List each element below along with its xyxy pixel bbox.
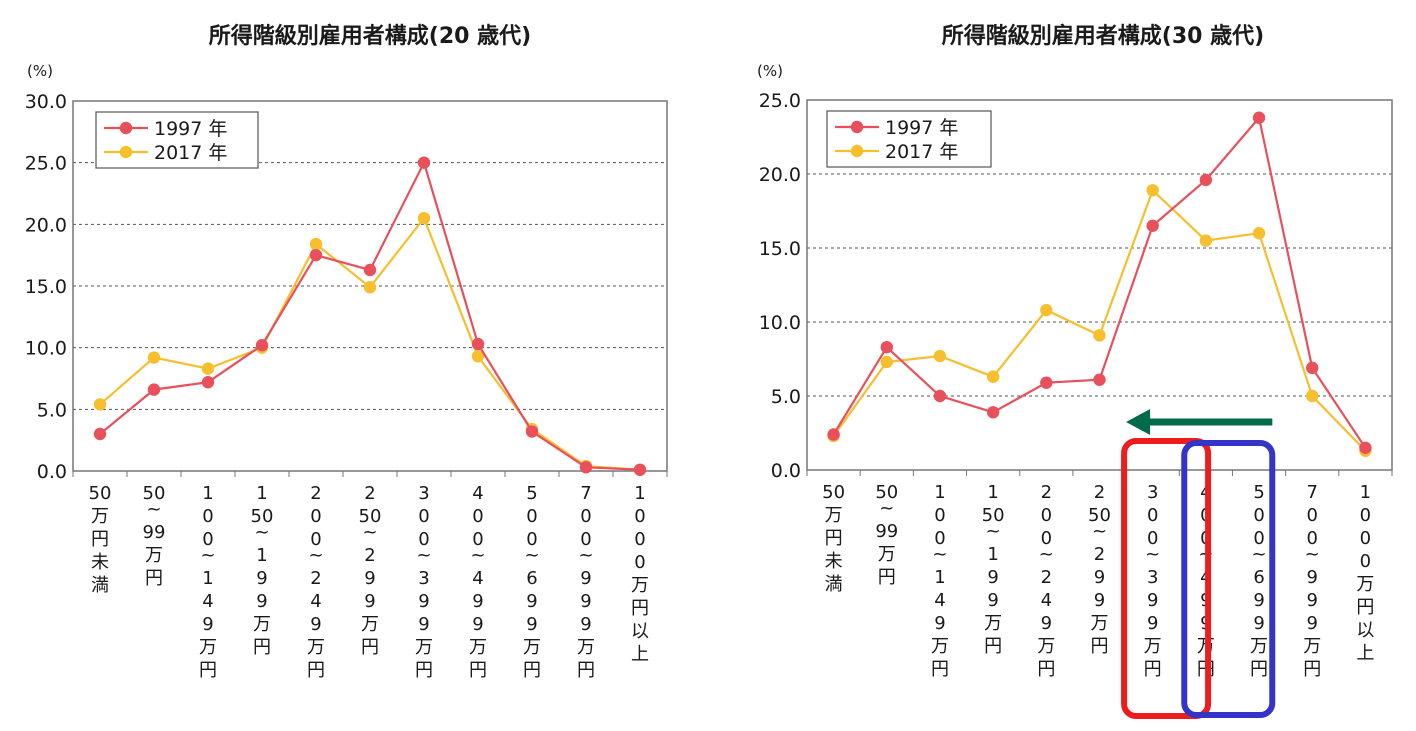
data-point: [933, 349, 947, 363]
chart-panel-1: 所得階級別雇用者構成(20 歳代) (%) 0.0 5.0 10.0 15.0 20.0 25…: [25, 23, 668, 681]
y-tick-label: 20.0: [759, 164, 801, 186]
data-point: [986, 406, 1000, 419]
data-point: [1306, 361, 1319, 375]
x-tick-label: 1 0 0 0 万円以上: [1356, 482, 1374, 664]
data-point: [309, 237, 323, 251]
data-point: [880, 355, 893, 369]
data-point: [471, 350, 485, 363]
x-tick-label: 7 0 0 ~9 9 9 万円: [1303, 482, 1321, 680]
x-tick-label: 7 0 0 ~9 9 9 万円: [577, 483, 595, 681]
data-point: [201, 376, 215, 389]
y-tick-label: 15.0: [759, 238, 801, 260]
legend-marker: [119, 145, 133, 159]
series-line-2017年: [832, 188, 1367, 452]
x-tick-label: 3 0 0 ~3 9 9 万円: [1144, 482, 1162, 680]
data-point: [255, 339, 269, 352]
y-tick-label: 5.0: [771, 386, 801, 408]
x-tick-label: 2 50 ~2 9 9 万円: [1088, 482, 1111, 657]
data-point: [363, 263, 377, 277]
x-tick-label: 2 50 ~2 9 9 万円: [359, 483, 382, 658]
y-tick-label: 15.0: [25, 276, 67, 298]
data-point: [147, 351, 161, 364]
x-tick-label: 1 50 ~1 9 9 万円: [982, 482, 1005, 657]
legend-marker: [850, 144, 864, 158]
x-tick-label: 1 50 ~1 9 9 万円: [251, 483, 274, 658]
x-tick-label: 2 0 0 ~2 4 9 万円: [1037, 482, 1055, 680]
data-point: [417, 211, 431, 225]
x-tick-label: 1 0 0 ~1 4 9 万円: [931, 482, 949, 680]
x-tick-label: 5 0 0 ~6 9 9 万円: [523, 483, 541, 681]
legend-label: 1997 年: [885, 117, 958, 139]
data-point: [93, 427, 107, 441]
data-point: [1252, 111, 1266, 124]
y-tick-label: 30.0: [25, 91, 67, 113]
data-point: [1040, 303, 1053, 317]
data-point: [1146, 219, 1159, 232]
y-tick-label: 25.0: [25, 153, 67, 175]
legend-label: 2017 年: [154, 142, 227, 164]
data-point: [633, 463, 647, 476]
data-point: [147, 383, 161, 396]
legend-box: [826, 110, 992, 168]
x-tick-label: 50 万円未満: [822, 482, 845, 595]
y-tick-label: 20.0: [25, 214, 67, 236]
legend-label: 1997 年: [154, 118, 227, 140]
x-tick-label: 1 0 0 ~1 4 9 万円: [199, 483, 217, 681]
x-tick-label: 50 ~99 万円: [143, 483, 166, 589]
data-point: [880, 340, 893, 354]
legend-marker: [119, 121, 133, 135]
chart-panel-2: 所得階級別雇用者構成(30 歳代) (%) 0.0 5.0 10.0 15.0 20.0 25…: [757, 23, 1393, 719]
chart-title: 所得階級別雇用者構成(20 歳代): [209, 23, 531, 49]
y-axis-unit: (%): [27, 62, 53, 80]
y-tick-label: 0.0: [771, 460, 801, 482]
data-point: [986, 370, 1000, 383]
data-point: [827, 428, 840, 441]
arrow-head: [1126, 409, 1151, 435]
data-point: [1306, 389, 1319, 403]
plot-frame: [806, 99, 1393, 471]
data-point: [1093, 373, 1106, 386]
data-point: [1040, 376, 1053, 389]
y-axis-unit: (%): [757, 62, 783, 80]
x-tick-label: 3 0 0 ~3 9 9 万円: [415, 483, 433, 681]
series-line-2017年: [99, 215, 641, 471]
x-tick-label: 5 0 0 ~6 9 9 万円: [1250, 482, 1268, 680]
data-point: [417, 156, 431, 169]
x-tick-label: 50 万円未満: [89, 483, 112, 596]
x-tick-label: 4 0 0 ~4 9 9 万円: [469, 483, 487, 681]
highlight-box-red: [1121, 438, 1212, 719]
highlight-box-blue: [1181, 440, 1276, 718]
y-tick-label: 10.0: [25, 338, 67, 360]
y-tick-label: 25.0: [759, 90, 801, 112]
data-point: [1199, 234, 1213, 247]
y-tick-label: 0.0: [37, 461, 67, 483]
data-point: [579, 461, 593, 474]
plot-frame: [72, 100, 668, 472]
data-point: [1252, 227, 1266, 240]
chart-title: 所得階級別雇用者構成(30 歳代): [942, 23, 1264, 49]
data-point: [309, 248, 323, 262]
data-point: [933, 389, 947, 403]
legend-box: [95, 111, 259, 169]
data-point: [525, 425, 539, 438]
legend-marker: [850, 120, 864, 134]
data-point: [1146, 184, 1159, 197]
data-point: [363, 281, 377, 294]
x-tick-label: 1 0 0 0 万円以上: [631, 483, 649, 665]
y-tick-label: 10.0: [759, 312, 801, 334]
legend-label: 2017 年: [885, 141, 958, 163]
x-tick-label: 50 ~99 万円: [875, 482, 898, 588]
data-point: [1093, 329, 1106, 342]
x-tick-label: 2 0 0 ~2 4 9 万円: [307, 483, 325, 681]
series-line-1997年: [99, 159, 641, 471]
data-point: [93, 398, 107, 411]
data-point: [201, 362, 215, 375]
data-point: [1359, 441, 1372, 454]
data-point: [1199, 173, 1213, 187]
data-point: [471, 337, 485, 351]
y-tick-label: 5.0: [37, 399, 67, 421]
